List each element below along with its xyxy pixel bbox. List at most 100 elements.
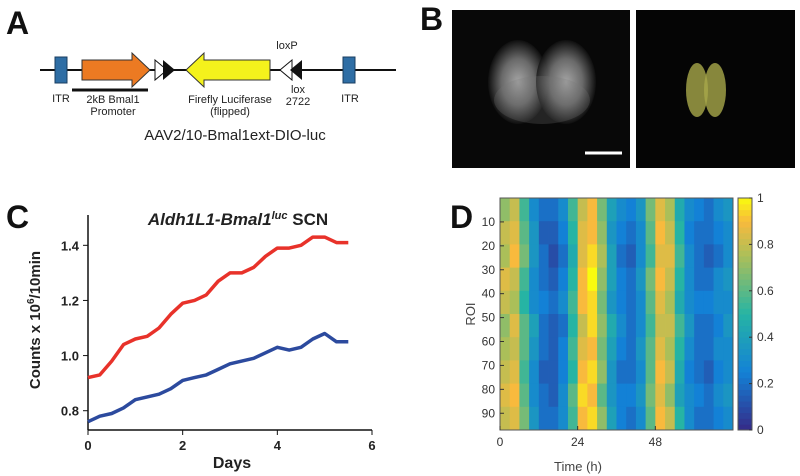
heat-cell [626,244,637,268]
heat-cell [538,314,549,338]
colorbar-swatch [738,290,752,298]
heat-cell [684,267,695,292]
heat-cell [645,290,656,315]
heat-cell [577,314,588,338]
heat-cell [694,244,705,268]
heat-cell [674,360,685,384]
colorbar-swatch [738,325,752,332]
heat-cell [684,198,695,222]
heat-cell [626,221,637,245]
heat-cell [694,314,705,338]
label: loxP [276,40,297,52]
colorbar-swatch [738,366,752,373]
itr-box [342,56,356,84]
label-part: Counts x 10 [27,304,44,389]
heat-cell [548,337,559,361]
heat-cell [723,314,734,338]
colorbar-swatch [738,261,752,269]
colorbar-tick-label: 0.8 [757,237,774,251]
heat-cell [538,267,549,292]
heat-cell [509,198,520,222]
heat-cell [577,198,588,222]
heat-cell [655,383,666,408]
heat-cell [713,221,724,245]
heat-cell [577,221,588,245]
heat-cell [655,314,666,338]
heat-cell [674,314,685,338]
colorbar-swatch [738,302,752,309]
colorbar-swatch [738,209,752,216]
panel-label: D [450,199,473,235]
heat-cell [626,267,637,292]
label: (flipped) [210,106,250,118]
heat-cell [519,337,530,361]
heat-cell [606,360,617,384]
heat-cell [616,383,627,408]
luciferase-arrow [185,51,271,89]
heat-cell [665,198,676,222]
series-line [87,235,349,380]
heat-cell [500,406,511,431]
heat-cell [519,360,530,384]
heat-cell [529,360,540,384]
heat-cell [577,337,588,361]
colorbar-swatch [738,244,752,251]
heat-cell [558,406,569,431]
lox2722-site [290,60,302,80]
heat-cell [616,290,627,315]
heat-cell [616,314,627,338]
heat-cell [723,337,734,361]
heat-cell [529,383,540,408]
heat-cell [694,198,705,222]
heat-cell [500,383,511,408]
heat-cell [606,267,617,292]
heat-cell [538,360,549,384]
y-tick-label: 90 [482,406,496,420]
heat-cell [655,198,666,222]
heat-cell [713,406,724,431]
heat-cell [548,383,559,408]
heat-cell [529,221,540,245]
colorbar-swatch [738,238,752,245]
heat-cell [529,244,540,268]
heat-cell [519,198,530,222]
heat-cell [665,406,676,431]
heat-cell [684,290,695,315]
heat-cell [645,267,656,292]
heat-cell [713,267,724,292]
heat-cell [509,406,520,431]
heat-cell [587,290,598,315]
heat-cell [635,244,647,268]
colorbar-swatch [738,273,752,280]
heat-cell [655,267,666,292]
heat-cell [684,221,695,245]
heat-cell [577,360,588,384]
heat-cell [635,360,647,384]
heat-cell [694,360,705,384]
heat-cell [665,244,676,268]
heat-cell [635,198,647,222]
heat-cell [635,406,647,431]
heat-cell [577,267,588,292]
colorbar-swatch [738,232,752,240]
heat-cell [509,337,520,361]
heat-cell [558,314,569,338]
heat-cell [606,198,617,222]
heat-cell [558,244,569,268]
heat-cell [635,314,647,338]
y-axis-label: ROI [463,302,478,325]
heat-cell [500,244,511,268]
heat-cell [567,198,579,222]
heat-cell [529,198,540,222]
heat-cell [626,337,637,361]
colorbar-swatch [738,424,752,431]
heat-cell [674,383,685,408]
heat-cell [587,221,598,245]
heat-cell [616,360,627,384]
heat-cell [703,198,714,222]
heat-cell [597,221,608,245]
heat-cell [606,314,617,338]
label: ITR [52,93,70,105]
y-tick-label: 10 [482,215,496,229]
heat-cell [587,337,598,361]
